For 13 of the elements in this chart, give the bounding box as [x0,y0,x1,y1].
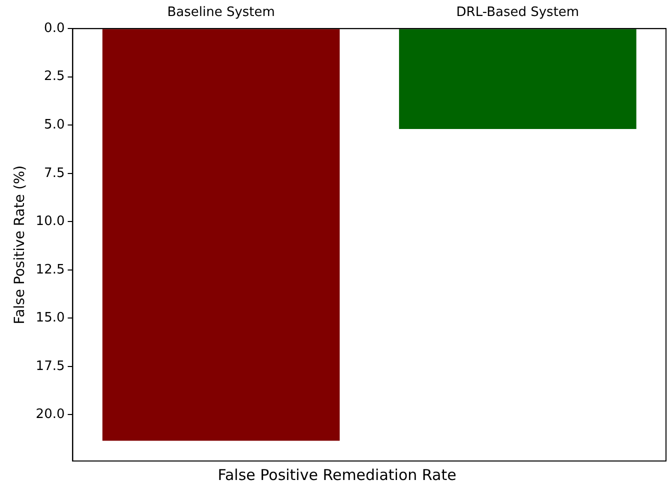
x-tick-label: DRL-Based System [456,5,580,20]
y-tick-label: 17.5 [36,358,65,374]
y-axis-title: False Positive Rate (%) [12,165,28,324]
y-tick-label: 20.0 [36,407,65,422]
y-tick-label: 7.5 [44,166,65,181]
y-tick-label: 12.5 [36,262,65,278]
y-tick-label: 5.0 [44,117,65,132]
x-axis-title: False Positive Remediation Rate [218,466,456,484]
y-tick-label: 15.0 [36,310,65,326]
y-tick-label: 2.5 [44,69,65,84]
y-tick-label: 10.0 [36,214,65,230]
x-tick-label: Baseline System [167,5,275,20]
y-tick-label: 0.0 [44,20,65,36]
